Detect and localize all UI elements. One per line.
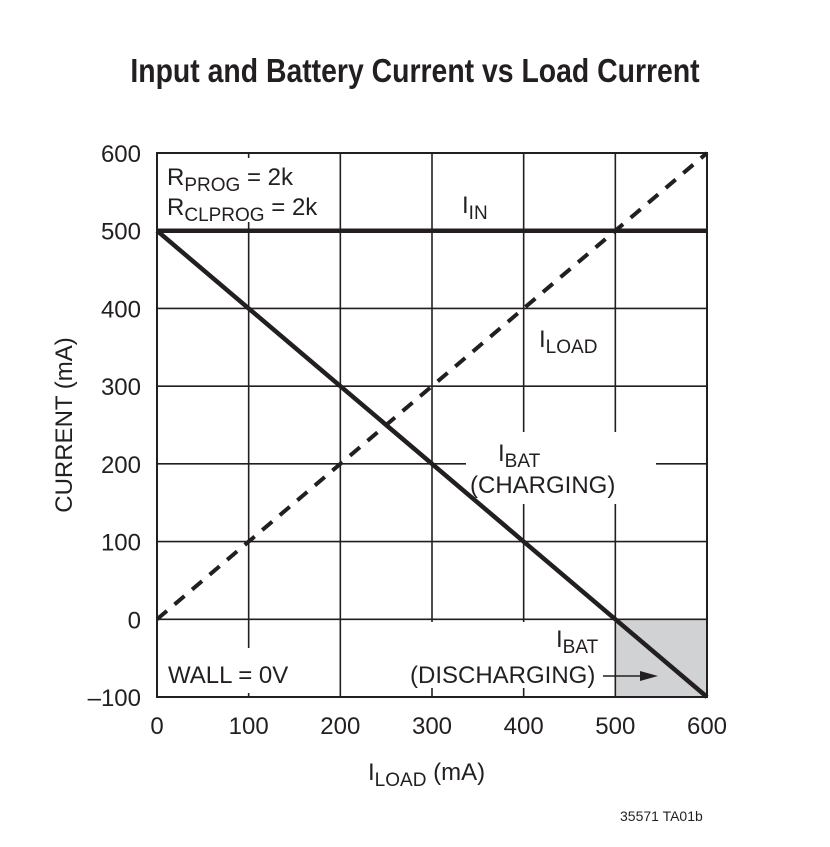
x-tick-label: 300 (412, 713, 452, 740)
y-tick-label: 500 (101, 219, 141, 246)
label-background (162, 158, 332, 222)
x-axis-label: ILOAD (mA) (368, 759, 485, 791)
y-tick-label: 600 (101, 141, 141, 168)
annotation-rprog: RPROG = 2k (167, 164, 294, 196)
arrow-head-icon (640, 671, 658, 681)
label-background (162, 648, 312, 693)
x-tick-label: 200 (320, 713, 360, 740)
y-tick-label: 300 (101, 374, 141, 401)
label-background (530, 320, 610, 360)
annotation-ibat-charging: IBAT (498, 440, 541, 472)
y-tick-label: 400 (101, 296, 141, 323)
y-tick-label: –100 (88, 685, 141, 712)
x-tick-label: 0 (150, 713, 163, 740)
annotation-rclprog: RCLPROG = 2k (167, 194, 318, 226)
annotation-ibat-discharging: IBAT (556, 626, 599, 658)
annotation-discharging: (DISCHARGING) (410, 662, 595, 689)
x-tick-label: 400 (504, 713, 544, 740)
series-line-ibat (155, 228, 709, 699)
x-tick-label: 100 (229, 713, 269, 740)
annotation-iload: ILOAD (539, 326, 597, 358)
x-tick-label: 600 (687, 713, 727, 740)
label-background (466, 432, 656, 504)
label-background (435, 185, 505, 225)
figure-id: 35571 TA01b (620, 808, 703, 824)
annotation-iin: IIN (462, 192, 488, 224)
y-tick-label: 100 (101, 530, 141, 557)
chart-title: Input and Battery Current vs Load Curren… (130, 52, 700, 89)
plot-frame (156, 152, 708, 698)
annotation-charging: (CHARGING) (470, 472, 615, 499)
x-tick-label: 500 (595, 713, 635, 740)
label-background (405, 622, 613, 688)
y-tick-label: 0 (128, 607, 141, 634)
y-tick-label: 200 (101, 452, 141, 479)
y-axis-label: CURRENT (mA) (51, 337, 78, 513)
series-line-iload (155, 151, 709, 621)
annotation-wall: WALL = 0V (168, 662, 288, 689)
